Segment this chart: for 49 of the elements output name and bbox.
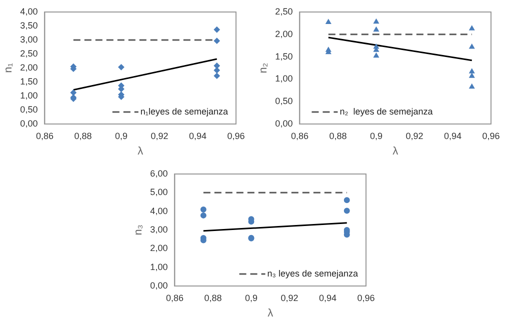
y-tick-label: 4,00 xyxy=(150,206,168,216)
y-tick-label: 0,00 xyxy=(275,118,293,128)
x-tick-label: 0,86 xyxy=(166,292,184,303)
x-tick-label: 0,86 xyxy=(36,130,54,141)
y-tick-label: 3,00 xyxy=(20,34,38,44)
x-tick-label: 0,88 xyxy=(329,130,347,141)
x-tick-label: 0,96 xyxy=(227,130,245,141)
x-tick-label: 0,9 xyxy=(114,130,128,141)
y-tick-label: 2,00 xyxy=(150,243,168,254)
y-tick-label: 3,00 xyxy=(150,224,168,234)
legend-label: n₂ leyes de semejanza xyxy=(340,106,433,116)
y-axis-title: n₂ xyxy=(258,62,270,74)
x-tick-label: 0,96 xyxy=(482,130,500,141)
y-tick-label: 0,50 xyxy=(20,104,38,114)
x-tick-label: 0,88 xyxy=(204,292,222,303)
y-tick-label: 1,00 xyxy=(150,262,168,272)
x-tick-label: 0,94 xyxy=(188,130,207,141)
x-tick-label: 0,9 xyxy=(244,292,258,303)
x-tick-label: 0,94 xyxy=(318,292,337,303)
y-tick-label: 5,00 xyxy=(150,187,168,198)
x-tick-label: 0,9 xyxy=(370,130,382,141)
x-tick-label: 0,94 xyxy=(444,130,462,141)
x-tick-label: 0,92 xyxy=(150,130,168,141)
x-axis-title: λ xyxy=(392,145,399,158)
y-tick-label: 2,00 xyxy=(275,28,293,39)
y-tick-label: 0,00 xyxy=(150,280,168,290)
legend-label: n₁leyes de semejanza xyxy=(140,106,228,116)
y-tick-label: 2,50 xyxy=(20,48,38,58)
x-axis-title: λ xyxy=(268,307,274,320)
y-tick-label: 6,00 xyxy=(150,168,168,178)
y-tick-label: 2,00 xyxy=(20,62,38,72)
y-axis-title: n₁ xyxy=(2,62,15,73)
y-tick-label: 0,00 xyxy=(20,118,38,128)
x-tick-label: 0,96 xyxy=(357,292,375,303)
y-axis-title: n₃ xyxy=(132,224,145,236)
x-tick-label: 0,86 xyxy=(290,130,308,141)
y-tick-label: 0,50 xyxy=(275,96,293,106)
x-tick-label: 0,88 xyxy=(74,130,92,141)
x-tick-label: 0,92 xyxy=(406,130,424,141)
legend-label: n₃ leyes de semejanza xyxy=(267,268,358,278)
y-tick-label: 1,00 xyxy=(20,90,38,100)
y-tick-label: 1,00 xyxy=(275,74,293,84)
y-tick-label: 4,00 xyxy=(20,6,38,16)
y-tick-label: 1,50 xyxy=(275,51,293,62)
x-tick-label: 0,92 xyxy=(280,292,298,303)
x-axis-title: λ xyxy=(138,145,144,158)
y-tick-label: 3,50 xyxy=(20,20,38,30)
y-tick-label: 1,50 xyxy=(20,76,38,86)
y-tick-label: 2,50 xyxy=(275,6,293,16)
